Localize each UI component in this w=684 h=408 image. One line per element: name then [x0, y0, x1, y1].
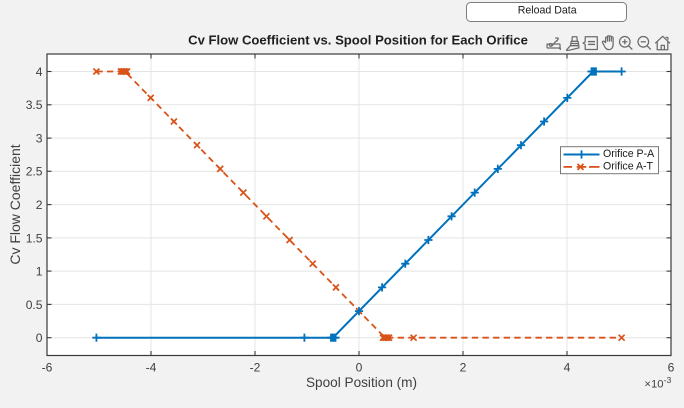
svg-text:-4: -4 — [146, 361, 157, 375]
svg-text:1: 1 — [36, 265, 43, 279]
svg-text:4: 4 — [36, 65, 43, 79]
svg-text:6: 6 — [668, 361, 675, 375]
svg-text:Orifice A-T: Orifice A-T — [603, 161, 654, 173]
svg-text:0.5: 0.5 — [26, 298, 43, 312]
svg-text:0: 0 — [356, 361, 363, 375]
svg-text:-2: -2 — [250, 361, 261, 375]
svg-text:2: 2 — [460, 361, 467, 375]
svg-text:-6: -6 — [42, 361, 53, 375]
svg-text:2: 2 — [36, 198, 43, 212]
svg-text:3: 3 — [36, 132, 43, 146]
svg-text:3.5: 3.5 — [26, 98, 43, 112]
svg-text:4: 4 — [564, 361, 571, 375]
svg-text:1.5: 1.5 — [26, 231, 43, 245]
svg-text:2.5: 2.5 — [26, 165, 43, 179]
svg-text:0: 0 — [36, 331, 43, 345]
svg-text:Orifice P-A: Orifice P-A — [603, 148, 655, 160]
svg-text:Spool Position (m): Spool Position (m) — [306, 375, 417, 390]
svg-text:Cv Flow Coefficient: Cv Flow Coefficient — [7, 144, 23, 264]
svg-text:Cv Flow Coefficient vs. Spool: Cv Flow Coefficient vs. Spool Position f… — [188, 32, 528, 47]
svg-text:Reload Data: Reload Data — [518, 5, 577, 17]
